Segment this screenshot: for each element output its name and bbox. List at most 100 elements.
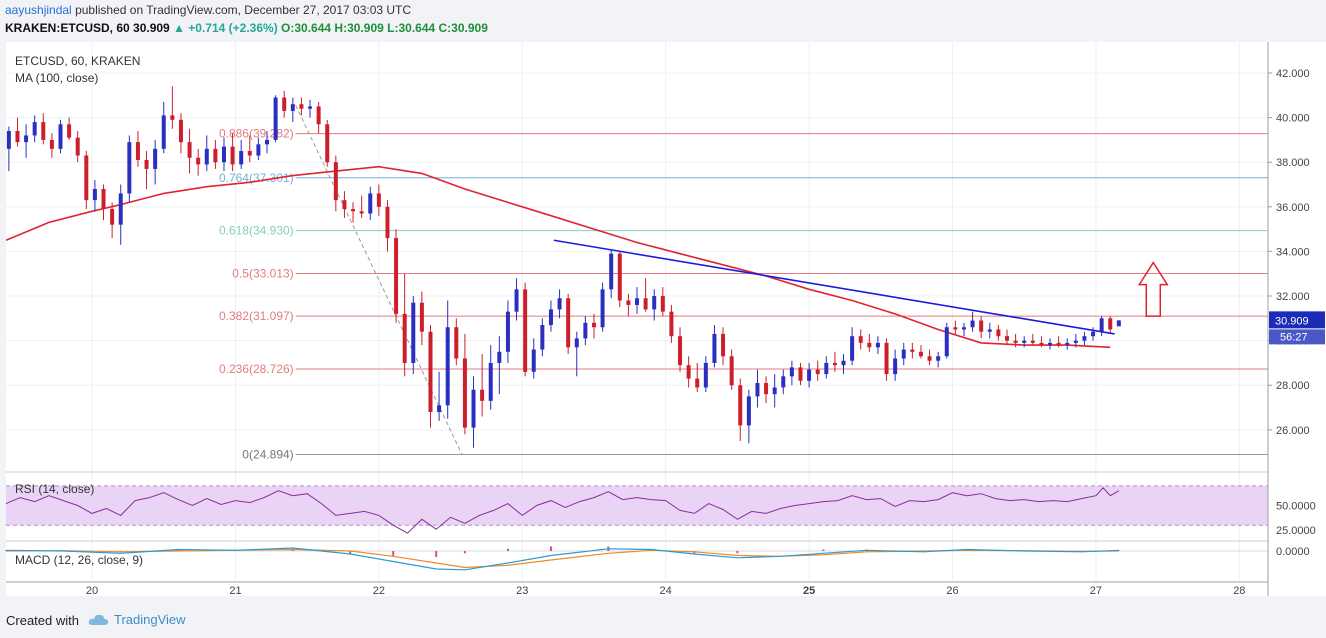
candle-body — [953, 327, 958, 330]
publish-info: aayushjindal published on TradingView.co… — [5, 3, 411, 17]
price-tick-label: 34.000 — [1276, 246, 1310, 258]
candle-body — [230, 146, 235, 165]
ma-legend: MA (100, close) — [15, 71, 99, 85]
candle-body — [600, 289, 605, 328]
candle-body — [1039, 342, 1044, 346]
candle-body — [170, 115, 175, 120]
candle-body — [351, 209, 356, 212]
candle-body — [678, 336, 683, 366]
candle-body — [101, 188, 106, 210]
resistance-trendline — [553, 239, 1115, 335]
candle-body — [703, 362, 708, 388]
candle-body — [256, 144, 261, 156]
candle-body — [221, 146, 226, 163]
moving-average-100 — [5, 165, 1111, 349]
ohlc-close: C:30.909 — [438, 21, 488, 35]
candle-body — [187, 142, 192, 158]
candle-body — [514, 289, 519, 312]
candle-body — [574, 338, 579, 348]
candle-body — [979, 320, 984, 332]
axes: 42.00040.00038.00036.00034.00032.00030.0… — [6, 42, 1326, 597]
candle-body — [531, 349, 536, 372]
candle-body — [445, 327, 450, 406]
tradingview-logo[interactable]: TradingView — [88, 612, 186, 627]
candle-body — [359, 211, 364, 214]
candle-body — [755, 383, 760, 397]
cloud-icon — [88, 614, 109, 625]
candle-body — [824, 362, 829, 375]
candle-body — [669, 311, 674, 337]
candle-body — [1099, 318, 1104, 332]
price-change: ▲ +0.714 (+2.36%) — [173, 21, 278, 35]
candle-body — [118, 193, 123, 225]
candle-body — [92, 188, 97, 201]
candle-body — [333, 162, 338, 201]
macd-legend: MACD (12, 26, close, 9) — [15, 553, 144, 567]
candle-body — [548, 309, 553, 326]
candle-body — [1022, 340, 1027, 343]
time-tick-label: 27 — [1090, 585, 1102, 597]
pane-title: ETCUSD, 60, KRAKEN — [15, 54, 141, 68]
drawings[interactable] — [553, 239, 1169, 335]
candle-body — [454, 327, 459, 359]
candle-body — [660, 296, 665, 312]
candle-body — [893, 358, 898, 375]
candle-body — [626, 300, 631, 305]
candle-body — [643, 298, 648, 310]
candlesticks — [6, 86, 1121, 448]
candle-body — [557, 298, 562, 310]
candle-body — [6, 130, 11, 149]
macd-pane — [5, 546, 1268, 571]
candle-body — [910, 349, 915, 352]
price-tick-label: 38.000 — [1276, 157, 1310, 169]
candle-body — [540, 325, 545, 350]
published-text: published on TradingView.com, December 2… — [75, 3, 412, 17]
tradingview-brand: TradingView — [114, 612, 186, 627]
candle-body — [961, 327, 966, 330]
countdown-badge — [1269, 329, 1325, 345]
candle-body — [58, 124, 63, 149]
macd-tick-label: 0.0000 — [1276, 546, 1310, 558]
price-tick-label: 36.000 — [1276, 202, 1310, 214]
candle-body — [884, 342, 889, 375]
candle-body — [807, 369, 812, 381]
symbol-ohlc-line: KRAKEN:ETCUSD, 60 30.909 ▲ +0.714 (+2.36… — [5, 21, 488, 35]
candle-body — [858, 336, 863, 343]
candle-body — [308, 106, 313, 109]
candle-body — [686, 365, 691, 379]
time-tick-label: 22 — [373, 585, 385, 597]
candle-body — [652, 296, 657, 310]
candle-body — [944, 327, 949, 357]
rsi-band — [6, 485, 1268, 526]
ohlc-open: O:30.644 — [281, 21, 332, 35]
candle-body — [996, 329, 1001, 337]
rsi-tick-label: 50.0000 — [1276, 501, 1316, 513]
candle-body — [368, 193, 373, 214]
candle-body — [901, 349, 906, 359]
chart-canvas[interactable]: 0.886(39.282) 0.764(37.301) 0.618(34.930) 0… — [0, 0, 1326, 604]
candle-body — [970, 320, 975, 328]
candle-body — [832, 362, 837, 366]
candle-body — [936, 356, 941, 361]
author-link[interactable]: aayushjindal — [5, 3, 72, 17]
candle-body — [738, 385, 743, 426]
last-price: 30.909 — [133, 21, 170, 35]
fib-level-label: 0.5(33.013) — [232, 266, 293, 280]
candle-body — [213, 148, 218, 163]
candle-body — [1030, 340, 1035, 343]
candle-body — [428, 331, 433, 413]
candle-body — [316, 106, 321, 125]
candle-body — [84, 155, 89, 201]
time-tick-label: 25 — [803, 585, 815, 597]
fibonacci-retracement[interactable]: 0.886(39.282) 0.764(37.301) 0.618(34.930) 0… — [219, 105, 1268, 462]
candle-body — [927, 356, 932, 361]
candle-body — [789, 367, 794, 377]
candle-body — [497, 351, 502, 363]
rsi-line — [5, 487, 1120, 534]
ohlc-low: L:30.644 — [387, 21, 436, 35]
candle-body — [49, 139, 54, 149]
countdown-label: 56:27 — [1280, 331, 1308, 343]
candle-body — [290, 104, 295, 111]
candle-body — [15, 130, 20, 143]
candle-body — [772, 387, 777, 395]
